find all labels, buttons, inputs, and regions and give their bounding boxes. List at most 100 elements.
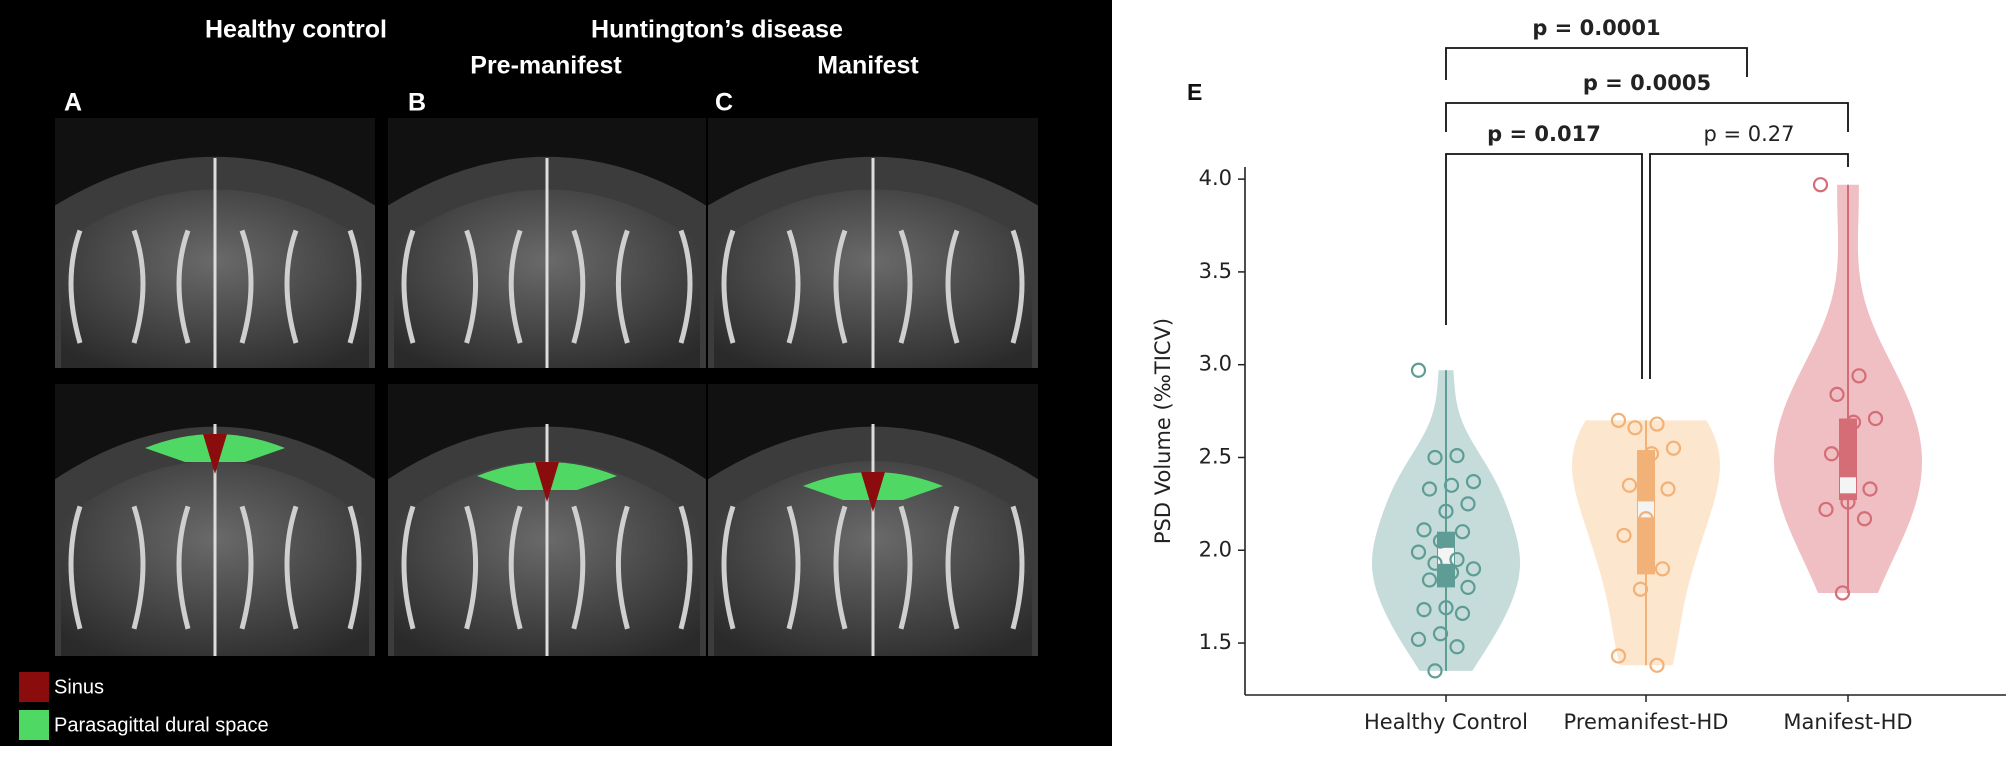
sulcus	[945, 505, 960, 630]
panel-letter: A	[64, 89, 82, 117]
data-point	[1443, 564, 1460, 581]
data-point	[1454, 524, 1471, 540]
data-point	[1416, 522, 1432, 538]
data-point	[1410, 631, 1427, 647]
sinus-overlay	[535, 462, 559, 502]
sulcus	[508, 505, 523, 630]
data-point	[1823, 446, 1840, 462]
sulcus	[833, 505, 848, 630]
data-point	[1812, 177, 1829, 193]
sulcus	[68, 505, 83, 630]
sulcus	[571, 505, 586, 630]
data-point	[1427, 663, 1443, 679]
data-point	[1449, 448, 1465, 464]
sulcus	[615, 505, 630, 630]
data-point	[1438, 600, 1454, 616]
sulcus	[284, 505, 299, 630]
sulcus	[678, 505, 693, 630]
significance-bracket	[1445, 47, 1748, 80]
data-point	[1834, 585, 1851, 601]
sulcus	[508, 229, 523, 344]
sulcus	[401, 505, 416, 630]
data-point	[1465, 561, 1482, 577]
data-point	[1416, 602, 1432, 618]
sulcus	[571, 229, 586, 344]
sulcus	[347, 229, 362, 344]
sulcus	[176, 229, 191, 344]
p-value-label: p = 0.0005	[1583, 71, 1711, 95]
legend-label: Sinus	[54, 676, 104, 698]
p-value-label: p = 0.0001	[1532, 16, 1660, 40]
data-point	[1632, 581, 1649, 597]
median	[1840, 477, 1856, 494]
sulcus	[615, 229, 630, 344]
data-point	[1643, 446, 1660, 462]
sulcus	[678, 229, 693, 344]
group-label: Healthy control	[205, 16, 387, 44]
data-point	[1410, 362, 1427, 378]
mri-images	[55, 118, 1038, 656]
data-point	[1665, 440, 1682, 456]
sulcus	[176, 505, 191, 630]
data-point	[1654, 561, 1671, 577]
data-point	[1851, 368, 1867, 384]
panel-letter: E	[1187, 79, 1202, 105]
y-tick-label: 3.0	[1199, 352, 1232, 376]
y-tick-label: 3.5	[1199, 259, 1232, 283]
sulcus	[786, 229, 801, 344]
sulcus	[898, 229, 913, 344]
x-tick-label: Premanifest-HD	[1564, 710, 1729, 734]
legend-label: Parasagittal dural space	[54, 714, 269, 736]
x-tick-label: Healthy Control	[1364, 710, 1528, 734]
group-label: Huntington’s disease	[591, 16, 843, 44]
sulcus	[401, 229, 416, 344]
sulcus	[786, 505, 801, 630]
sulcus	[239, 229, 254, 344]
data-point	[1454, 605, 1471, 621]
y-tick-label: 2.5	[1199, 444, 1232, 468]
legend-swatch	[19, 672, 49, 702]
data-point	[1432, 533, 1449, 549]
sulcus	[284, 229, 299, 344]
x-tick-label: Manifest-HD	[1783, 710, 1912, 734]
data-point	[1660, 481, 1676, 497]
data-point	[1616, 527, 1632, 544]
sulcus	[721, 229, 736, 344]
y-tick-label: 4.0	[1199, 166, 1232, 190]
sulcus	[1010, 229, 1025, 344]
significance-bracket	[1445, 102, 1849, 132]
sulcus	[464, 229, 479, 344]
significance-bracket	[1649, 153, 1849, 379]
panel-letter: C	[715, 89, 733, 117]
data-point	[1421, 572, 1438, 588]
data-point	[1443, 477, 1460, 493]
data-point	[1449, 639, 1465, 655]
data-point	[1845, 414, 1862, 430]
data-point	[1638, 511, 1654, 527]
data-point	[1438, 503, 1454, 519]
sinus-overlay	[861, 472, 885, 512]
data-point	[1610, 412, 1627, 428]
data-point	[1856, 511, 1873, 527]
data-point	[1627, 420, 1643, 436]
data-point	[1427, 449, 1443, 466]
sinus-overlay	[203, 434, 227, 474]
data-point	[1410, 544, 1427, 560]
sulcus	[898, 505, 913, 630]
subgroup-label: Pre-manifest	[470, 52, 622, 80]
sulcus	[68, 229, 83, 344]
data-point	[1449, 551, 1465, 568]
legend-swatch	[19, 710, 49, 740]
data-point	[1862, 481, 1878, 497]
subgroup-label: Manifest	[817, 52, 919, 80]
sulcus	[464, 505, 479, 630]
data-point	[1432, 626, 1449, 642]
significance-bracket	[1445, 153, 1643, 379]
p-value-label: p = 0.27	[1703, 122, 1794, 146]
data-point	[1867, 410, 1884, 427]
sulcus	[347, 505, 362, 630]
data-point	[1829, 386, 1845, 402]
sulcus	[131, 505, 146, 630]
data-point	[1649, 657, 1665, 673]
